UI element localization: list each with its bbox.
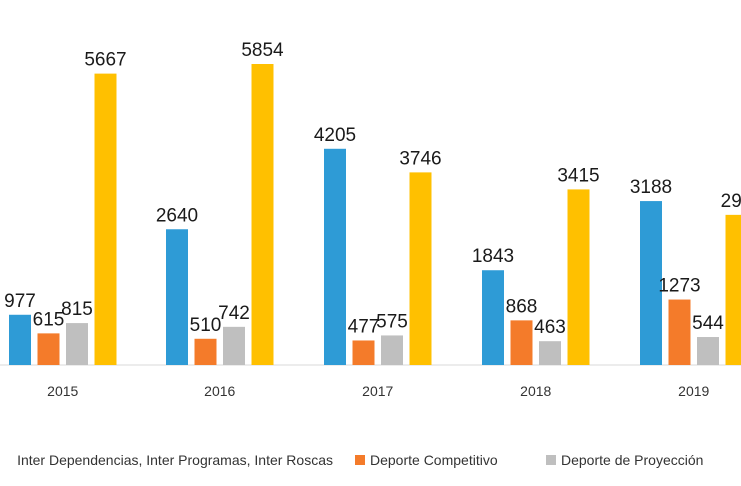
bar-2015-s1 [37, 333, 60, 365]
data-label-2017-s2: 575 [376, 311, 408, 332]
data-label-2016-s2: 742 [218, 303, 250, 324]
bar-2017-s3 [409, 172, 432, 365]
x-tick-label-2018: 2018 [520, 383, 551, 399]
bar-2018-s3 [567, 189, 590, 365]
data-label-2019-s0: 3188 [630, 177, 672, 198]
data-label-2015-s3: 5667 [84, 50, 126, 71]
data-label-2016-s1: 510 [190, 315, 222, 336]
legend-label-s1: Deporte Competitivo [370, 452, 498, 468]
bars-group [9, 64, 741, 365]
bar-2018-s1 [510, 320, 533, 365]
x-tick-label-2015: 2015 [47, 383, 78, 399]
bar-2016-s0 [166, 229, 188, 365]
bar-2019-s3 [725, 214, 741, 365]
data-label-2017-s0: 4205 [314, 125, 356, 146]
bar-2015-s3 [94, 73, 117, 365]
x-tick-labels-group: 2015 2016 2017 2018 2019 [47, 383, 709, 399]
bar-2016-s1 [194, 338, 217, 365]
bar-2015-s0 [9, 314, 31, 365]
data-label-2016-s0: 2640 [156, 205, 198, 226]
data-label-2019-s3: 292 [721, 191, 741, 212]
data-label-2018-s0: 1843 [472, 246, 514, 267]
bar-2017-s2 [381, 335, 403, 365]
data-label-2017-s3: 3746 [399, 148, 441, 169]
data-label-2015-s2: 815 [61, 299, 93, 320]
bar-2019-s0 [640, 201, 662, 365]
bar-2017-s0 [324, 148, 346, 365]
bar-2019-s2 [697, 337, 719, 365]
legend-label-s0: Inter Dependencias, Inter Programas, Int… [17, 452, 333, 468]
x-tick-label-2017: 2017 [362, 383, 393, 399]
legend-swatch-s2 [546, 455, 556, 465]
data-label-2019-s1: 1273 [658, 276, 700, 297]
legend-label-s2: Deporte de Proyección [561, 452, 703, 468]
bar-2018-s0 [482, 270, 504, 365]
bar-2019-s1 [668, 299, 691, 365]
data-label-2016-s3: 5854 [241, 40, 284, 61]
bar-2016-s2 [223, 326, 245, 365]
data-label-2018-s2: 463 [534, 317, 566, 338]
data-label-2017-s1: 477 [348, 316, 380, 337]
data-label-2019-s2: 544 [692, 313, 724, 334]
legend: Inter Dependencias, Inter Programas, Int… [17, 452, 703, 468]
data-label-2015-s1: 615 [33, 309, 65, 330]
bar-2017-s1 [352, 340, 375, 365]
bar-2015-s2 [66, 323, 88, 365]
bar-2016-s3 [251, 64, 274, 365]
x-tick-label-2019: 2019 [678, 383, 709, 399]
bar-2018-s2 [539, 341, 561, 365]
legend-swatch-s1 [355, 455, 365, 465]
x-tick-label-2016: 2016 [204, 383, 235, 399]
data-label-2018-s3: 3415 [557, 165, 599, 186]
data-label-2015-s0: 977 [4, 291, 36, 312]
data-label-2018-s1: 868 [506, 296, 538, 317]
